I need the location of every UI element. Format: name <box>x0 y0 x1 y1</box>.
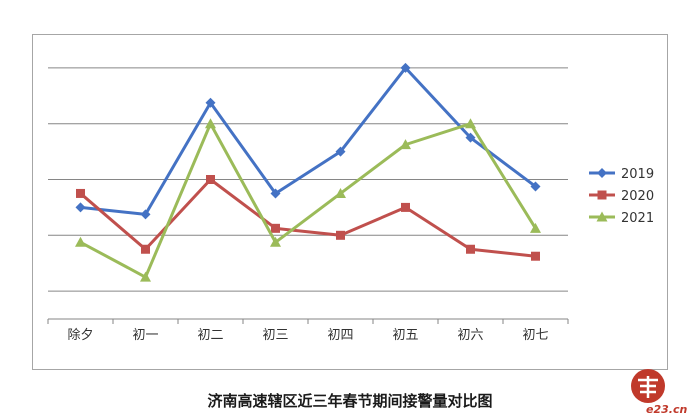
x-tick-label: 初二 <box>197 328 223 343</box>
data-point-marker <box>400 139 411 150</box>
series-2020 <box>76 175 540 261</box>
series-2019 <box>75 62 541 220</box>
gridlines <box>48 67 568 292</box>
data-point-marker <box>530 222 541 233</box>
x-tick-label: 除夕 <box>67 328 93 343</box>
data-point-marker <box>206 175 215 184</box>
series-line <box>79 178 536 258</box>
data-point-marker <box>270 188 281 199</box>
legend: 2019 2020 2021 <box>589 167 654 226</box>
watermark-logo: e23.cn <box>628 364 690 416</box>
data-point-marker <box>76 188 85 198</box>
data-point-marker <box>465 118 476 129</box>
x-tick-label: 初五 <box>392 328 418 343</box>
data-point-marker <box>140 209 151 220</box>
data-point-marker <box>205 97 216 108</box>
legend-label: 2021 <box>621 211 654 226</box>
chart-frame: 除夕 初一 初二 初三 初四 初五 初六 初七 2019 2020 2021 <box>32 34 668 370</box>
series-line <box>79 122 537 279</box>
chart-caption: 济南高速辖区近三年春节期间接警量对比图 <box>207 392 493 410</box>
data-point-marker <box>75 236 86 247</box>
series-group <box>75 62 541 282</box>
data-point-marker <box>336 230 345 240</box>
legend-item-2019: 2019 <box>589 167 654 182</box>
watermark-text: e23.cn <box>646 403 687 416</box>
x-tick-label: 初四 <box>327 328 353 343</box>
data-point-marker <box>141 244 150 254</box>
data-point-marker <box>400 62 411 73</box>
data-point-marker <box>205 118 216 129</box>
data-point-marker <box>465 132 476 143</box>
x-tick-label: 初三 <box>262 328 288 343</box>
data-point-marker <box>596 211 608 222</box>
data-point-marker <box>271 223 280 233</box>
series-2021 <box>75 118 541 282</box>
data-point-marker <box>140 271 151 282</box>
x-tick-label: 初七 <box>522 328 548 343</box>
data-point-marker <box>531 251 540 261</box>
data-point-marker <box>466 244 475 254</box>
data-point-marker <box>75 202 86 213</box>
x-tick-label: 初一 <box>132 328 158 343</box>
legend-label: 2019 <box>621 167 654 182</box>
legend-label: 2020 <box>621 189 654 204</box>
data-point-marker <box>401 202 410 212</box>
data-point-marker <box>270 236 281 247</box>
legend-item-2020: 2020 <box>589 189 654 204</box>
data-point-marker <box>530 181 541 192</box>
data-point-marker <box>597 190 607 200</box>
data-point-marker <box>335 187 346 198</box>
line-chart: 除夕 初一 初二 初三 初四 初五 初六 初七 2019 2020 2021 <box>47 62 654 343</box>
series-line <box>80 66 537 216</box>
data-point-marker <box>597 168 607 178</box>
legend-item-2021: 2021 <box>589 211 654 226</box>
x-axis: 除夕 初一 初二 初三 初四 初五 初六 初七 <box>47 318 569 343</box>
x-tick-label: 初六 <box>457 328 483 343</box>
data-point-marker <box>335 146 346 157</box>
